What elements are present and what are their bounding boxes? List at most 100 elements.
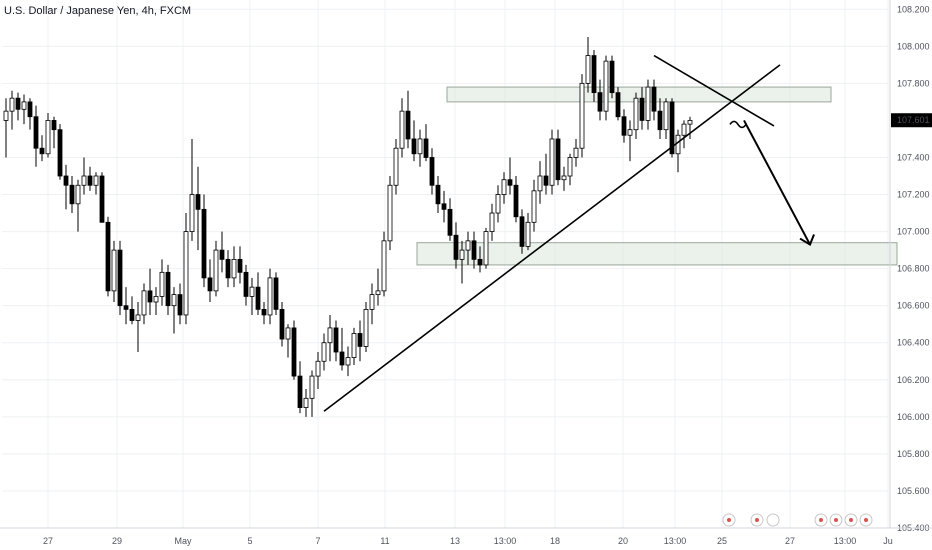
candle-down[interactable]	[639, 97, 645, 121]
candle-up[interactable]	[399, 110, 405, 149]
candle-up[interactable]	[525, 221, 531, 247]
candle-up[interactable]	[303, 397, 309, 408]
time-axis[interactable]: 27 29 May 5 7 11 13 13:00 18 20 13:00 25 27 13:00 Ju	[43, 536, 893, 546]
candle-up[interactable]	[111, 249, 117, 292]
candle-down[interactable]	[597, 92, 603, 112]
price-axis[interactable]: 108.200 108.000 107.800 107.601 107.400 107.2…	[891, 4, 932, 533]
candle-up[interactable]	[633, 97, 639, 131]
candle-down[interactable]	[657, 110, 663, 131]
candle-down[interactable]	[15, 97, 21, 110]
candle-up[interactable]	[687, 120, 693, 125]
candle-down[interactable]	[507, 179, 513, 186]
candle-down[interactable]	[441, 203, 447, 210]
candle-up[interactable]	[267, 277, 273, 316]
descending-trendline[interactable]	[653, 54, 775, 127]
candle-down[interactable]	[255, 286, 261, 310]
candle-down[interactable]	[669, 101, 675, 155]
candle-up[interactable]	[501, 179, 507, 195]
candle-down[interactable]	[405, 110, 411, 140]
candle-up[interactable]	[369, 294, 375, 310]
candle-down[interactable]	[339, 351, 345, 366]
candle-up[interactable]	[45, 120, 51, 155]
candle-up[interactable]	[159, 271, 165, 297]
candle-up[interactable]	[213, 249, 219, 292]
candle-down[interactable]	[333, 327, 339, 353]
candle-down[interactable]	[435, 184, 441, 205]
candle-down[interactable]	[237, 258, 243, 273]
candle-up[interactable]	[9, 97, 15, 112]
candle-down[interactable]	[39, 147, 45, 155]
candle-up[interactable]	[681, 123, 687, 136]
drawings-layer[interactable]	[323, 54, 815, 412]
candle-down[interactable]	[147, 290, 153, 303]
candle-up[interactable]	[183, 231, 189, 316]
candle-down[interactable]	[423, 138, 429, 158]
candle-down[interactable]	[201, 208, 207, 279]
candle-down[interactable]	[129, 308, 135, 321]
candle-up[interactable]	[345, 357, 351, 366]
candle-up[interactable]	[627, 129, 633, 136]
candle-down[interactable]	[123, 305, 129, 310]
candle-up[interactable]	[483, 231, 489, 266]
candle-up[interactable]	[3, 110, 9, 121]
candle-up[interactable]	[495, 194, 501, 214]
candle-up[interactable]	[93, 175, 99, 186]
candle-up[interactable]	[417, 138, 423, 155]
candle-up[interactable]	[675, 134, 681, 155]
candle-up[interactable]	[171, 294, 177, 307]
candle-down[interactable]	[411, 138, 417, 155]
candle-down[interactable]	[477, 258, 483, 266]
candle-down[interactable]	[99, 175, 105, 223]
candle-down[interactable]	[453, 234, 459, 260]
candle-down[interactable]	[447, 208, 453, 236]
candle-down[interactable]	[219, 249, 225, 260]
event-badges[interactable]	[722, 513, 873, 527]
candle-down[interactable]	[225, 258, 231, 279]
candle-down[interactable]	[609, 60, 615, 94]
candle-down[interactable]	[513, 184, 519, 218]
candle-down[interactable]	[273, 277, 279, 310]
candle-up[interactable]	[309, 375, 315, 399]
candle-down[interactable]	[651, 86, 657, 112]
candle-down[interactable]	[69, 184, 75, 205]
candle-down[interactable]	[297, 375, 303, 408]
candle-down[interactable]	[177, 294, 183, 316]
projection-arrow-shaft[interactable]	[743, 119, 811, 246]
candle-down[interactable]	[543, 175, 549, 186]
candle-down[interactable]	[519, 216, 525, 247]
candle-up[interactable]	[489, 212, 495, 232]
candle-down[interactable]	[207, 277, 213, 292]
candle-down[interactable]	[291, 327, 297, 377]
candle-down[interactable]	[27, 101, 33, 118]
candle-up[interactable]	[459, 249, 465, 260]
candle-up[interactable]	[231, 258, 237, 279]
candle-up[interactable]	[21, 101, 27, 110]
candle-down[interactable]	[57, 129, 63, 177]
candle-up[interactable]	[285, 327, 291, 340]
ascending-trendline[interactable]	[323, 64, 781, 412]
candle-down[interactable]	[615, 92, 621, 118]
candle-down[interactable]	[357, 333, 363, 347]
event-flag-icon[interactable]	[766, 513, 780, 527]
candle-up[interactable]	[381, 240, 387, 292]
candle-down[interactable]	[165, 271, 171, 307]
candle-down[interactable]	[621, 116, 627, 136]
candle-down[interactable]	[555, 138, 561, 181]
candle-up[interactable]	[393, 147, 399, 186]
candle-up[interactable]	[135, 314, 141, 321]
candle-up[interactable]	[81, 175, 87, 186]
candle-down[interactable]	[51, 120, 57, 131]
candle-up[interactable]	[663, 101, 669, 131]
candle-up[interactable]	[249, 286, 255, 297]
candle-up[interactable]	[561, 175, 567, 181]
candle-down[interactable]	[591, 55, 597, 94]
candles-layer[interactable]	[3, 37, 693, 417]
candle-down[interactable]	[87, 175, 93, 186]
candle-down[interactable]	[429, 157, 435, 186]
candle-up[interactable]	[579, 82, 585, 149]
candle-up[interactable]	[573, 147, 579, 158]
candle-up[interactable]	[363, 308, 369, 347]
candle-up[interactable]	[375, 290, 381, 295]
candle-up[interactable]	[315, 360, 321, 377]
